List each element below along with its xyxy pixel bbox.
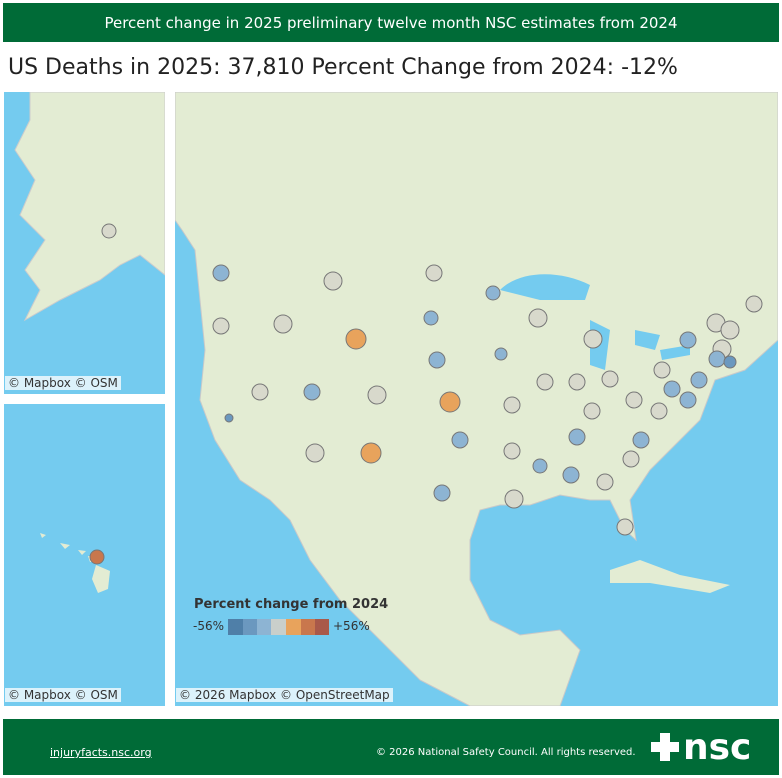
state-marker[interactable]: [212, 317, 230, 335]
state-marker[interactable]: [632, 431, 650, 449]
state-marker[interactable]: [650, 402, 668, 420]
footer-link[interactable]: injuryfacts.nsc.org: [50, 746, 152, 759]
alaska-map: [4, 92, 165, 394]
state-marker[interactable]: [428, 351, 446, 369]
state-marker[interactable]: [345, 328, 367, 350]
state-marker[interactable]: [485, 285, 501, 301]
state-marker[interactable]: [653, 361, 671, 379]
footer-copyright: © 2026 National Safety Council. All righ…: [376, 747, 636, 758]
state-marker[interactable]: [568, 428, 586, 446]
state-marker[interactable]: [503, 396, 521, 414]
state-marker[interactable]: [425, 264, 443, 282]
state-markers: [89, 223, 763, 565]
state-marker[interactable]: [273, 314, 293, 334]
deaths-value: 37,810: [227, 55, 305, 80]
state-marker[interactable]: [303, 383, 321, 401]
state-marker[interactable]: [596, 473, 614, 491]
deaths-label: US Deaths in 2025:: [8, 55, 221, 80]
state-marker[interactable]: [690, 371, 708, 389]
legend-swatch: [228, 619, 243, 635]
legend-swatch: [301, 619, 315, 635]
footer: injuryfacts.nsc.org © 2026 National Safe…: [3, 719, 779, 775]
header-title: Percent change in 2025 preliminary twelv…: [104, 13, 678, 32]
state-marker[interactable]: [679, 391, 697, 409]
state-marker[interactable]: [439, 391, 461, 413]
change-value: -12%: [621, 55, 678, 80]
legend-swatch: [243, 619, 257, 635]
attribution: © Mapbox © OSM: [5, 688, 121, 702]
state-marker[interactable]: [745, 295, 763, 313]
attribution: © 2026 Mapbox © OpenStreetMap: [176, 688, 393, 702]
change-label: Percent Change from 2024:: [311, 55, 615, 80]
state-marker[interactable]: [251, 383, 269, 401]
hawaii-map: [4, 404, 165, 706]
state-marker[interactable]: [89, 549, 105, 565]
main-map: [175, 92, 778, 706]
legend-swatch: [257, 619, 271, 635]
state-marker[interactable]: [583, 329, 603, 349]
footer-logo: nsc: [683, 727, 752, 768]
state-marker[interactable]: [708, 350, 726, 368]
state-marker[interactable]: [622, 450, 640, 468]
state-marker[interactable]: [224, 413, 234, 423]
attribution: © Mapbox © OSM: [5, 376, 121, 390]
state-marker[interactable]: [536, 373, 554, 391]
legend-swatch: [315, 619, 329, 635]
state-marker[interactable]: [663, 380, 681, 398]
state-marker[interactable]: [305, 443, 325, 463]
state-marker[interactable]: [451, 431, 469, 449]
legend-swatch: [271, 619, 286, 635]
legend: Percent change from 2024 -56% +56%: [193, 597, 388, 635]
state-marker[interactable]: [562, 466, 580, 484]
state-marker[interactable]: [625, 391, 643, 409]
state-marker[interactable]: [323, 271, 343, 291]
state-marker[interactable]: [601, 370, 619, 388]
state-marker[interactable]: [583, 402, 601, 420]
maps: Percent change from 2024 -56% +56%: [4, 92, 778, 706]
header: Percent change in 2025 preliminary twelv…: [3, 3, 779, 42]
state-marker[interactable]: [504, 489, 524, 509]
summary: US Deaths in 2025: 37,810 Percent Change…: [8, 55, 678, 80]
state-marker[interactable]: [532, 458, 548, 474]
legend-title: Percent change from 2024: [194, 597, 388, 612]
state-marker[interactable]: [367, 385, 387, 405]
state-marker[interactable]: [616, 518, 634, 536]
state-marker[interactable]: [212, 264, 230, 282]
state-marker[interactable]: [723, 355, 737, 369]
state-marker[interactable]: [101, 223, 117, 239]
state-marker[interactable]: [528, 308, 548, 328]
legend-swatch: [286, 619, 301, 635]
state-marker[interactable]: [720, 320, 740, 340]
state-marker[interactable]: [360, 442, 382, 464]
state-marker[interactable]: [679, 331, 697, 349]
logo-icon: [651, 733, 679, 761]
legend-min: -56%: [193, 619, 224, 633]
state-marker[interactable]: [568, 373, 586, 391]
state-marker[interactable]: [433, 484, 451, 502]
state-marker[interactable]: [494, 347, 508, 361]
legend-max: +56%: [333, 619, 370, 633]
state-marker[interactable]: [423, 310, 439, 326]
state-marker[interactable]: [503, 442, 521, 460]
